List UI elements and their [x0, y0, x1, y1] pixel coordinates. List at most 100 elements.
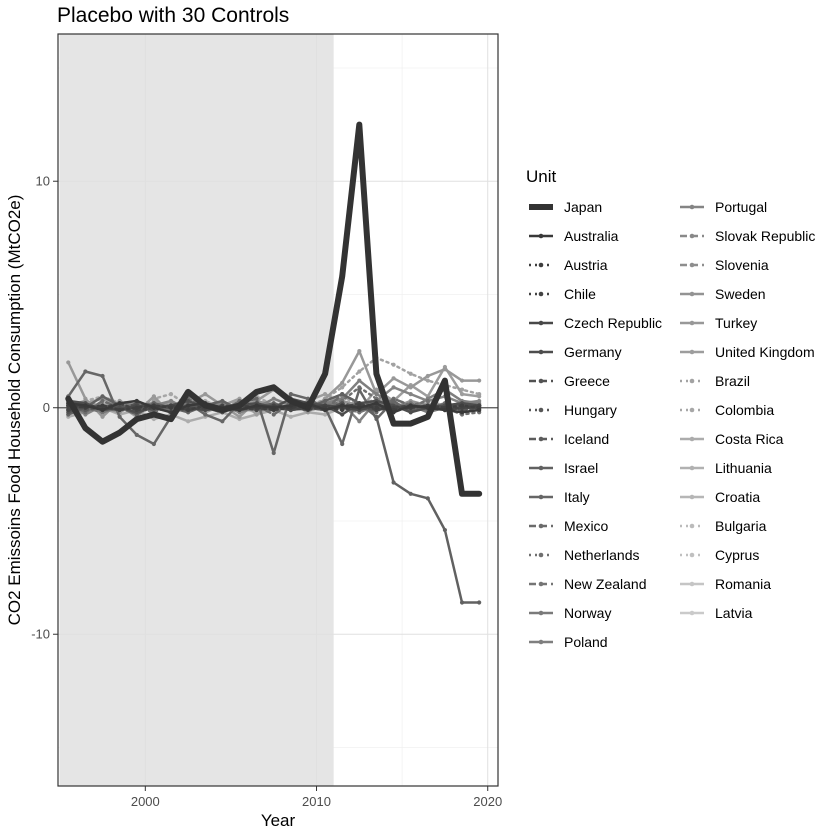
series-point-portugal	[391, 385, 396, 390]
legend-key-point	[538, 349, 544, 355]
legend-key-point	[538, 465, 544, 471]
legend-key-point	[689, 465, 695, 471]
legend-label: United Kingdom	[715, 344, 815, 360]
legend-item-greece: Greece	[529, 373, 610, 389]
legend-key-point	[689, 581, 695, 587]
legend-label: Greece	[564, 373, 610, 389]
legend-key-point	[538, 233, 544, 239]
legend-item-brazil: Brazil	[680, 373, 750, 389]
legend-label: Mexico	[564, 518, 609, 534]
legend-label: Japan	[564, 199, 602, 215]
legend-key-point	[689, 233, 695, 239]
legend-label: Bulgaria	[715, 518, 767, 534]
series-point-italy	[254, 396, 259, 401]
legend-key-point	[538, 407, 544, 413]
legend-label: Hungary	[564, 402, 617, 418]
series-point-italy	[340, 441, 345, 447]
legend-label: Austria	[564, 257, 608, 273]
x-tick-label: 2010	[302, 794, 331, 809]
series-point-costa-rica	[186, 419, 191, 424]
series-point-japan	[168, 416, 174, 422]
legend-label: Cyprus	[715, 547, 759, 563]
legend-key-point	[689, 494, 695, 500]
series-point-japan	[390, 420, 397, 427]
series-point-japan	[408, 420, 414, 427]
series-point-italy	[288, 392, 293, 397]
series-point-japan	[459, 491, 465, 497]
series-point-mexico	[271, 412, 276, 417]
series-point-brazil	[425, 378, 430, 383]
legend-item-iceland: Iceland	[529, 431, 609, 447]
series-point-japan	[117, 430, 123, 436]
series-point-italy	[134, 432, 139, 438]
series-point-japan	[253, 389, 260, 395]
series-point-austria	[134, 405, 139, 410]
y-tick-label: -10	[31, 627, 50, 642]
legend-label: Slovenia	[715, 257, 769, 273]
series-point-austria	[459, 403, 465, 408]
plot-border	[57, 33, 499, 787]
legend-item-costa-rica: Costa Rica	[680, 431, 784, 447]
series-point-brazil	[408, 371, 413, 376]
legend-label: Sweden	[715, 286, 766, 302]
x-axis-label: Year	[261, 811, 296, 830]
series-point-australia	[357, 405, 362, 410]
legend-key-point	[689, 204, 695, 210]
x-tick-label: 2000	[131, 794, 160, 809]
series-point-israel	[477, 600, 482, 605]
series-point-australia	[186, 403, 191, 408]
series-point-brazil	[340, 385, 345, 390]
series-point-australia	[322, 407, 328, 413]
legend-item-germany: Germany	[529, 344, 622, 360]
series-point-italy	[357, 387, 362, 392]
series-point-japan	[305, 405, 311, 411]
series-point-israel	[322, 398, 328, 404]
series-point-turkey	[203, 392, 208, 397]
series-point-italy	[203, 412, 208, 417]
x-tick-label: 2020	[473, 794, 502, 809]
series-point-austria	[117, 407, 122, 413]
legend-item-united-kingdom: United Kingdom	[680, 344, 815, 360]
series-point-united-kingdom	[254, 412, 259, 417]
series-point-japan	[185, 389, 191, 395]
legend-label: Latvia	[715, 605, 753, 621]
series-point-australia	[117, 401, 122, 406]
legend-item-italy: Italy	[529, 489, 590, 505]
series-point-australia	[340, 403, 345, 408]
series-point-japan	[339, 273, 345, 279]
series-point-austria	[168, 405, 174, 410]
x-axis: 2000 2010 2020	[131, 786, 502, 809]
series-point-austria	[374, 405, 379, 410]
legend-key-point	[689, 407, 695, 413]
legend-key-point	[538, 320, 544, 326]
series-point-israel	[442, 527, 448, 533]
legend-items: Japan Australia Austria Chile Czech Republic…	[529, 199, 815, 650]
series-point-japan	[288, 398, 294, 404]
series-point-australia	[442, 407, 448, 413]
series-point-poland	[271, 396, 276, 401]
series-point-turkey	[408, 385, 413, 390]
series-point-italy	[220, 419, 225, 424]
series-point-japan	[322, 371, 328, 377]
legend-item-austria: Austria	[529, 257, 608, 273]
legend-key-point	[689, 349, 695, 355]
legend-item-japan: Japan	[529, 199, 602, 215]
series-point-brazil	[391, 362, 396, 367]
legend-key-point	[538, 581, 544, 587]
series-point-israel	[408, 491, 413, 496]
series-point-australia	[477, 407, 482, 413]
series-point-australia	[408, 403, 413, 408]
legend-label: Turkey	[715, 315, 757, 331]
legend-item-poland: Poland	[529, 634, 608, 650]
series-point-japan	[99, 439, 106, 445]
legend-item-colombia: Colombia	[680, 402, 774, 418]
series-point-japan	[373, 371, 380, 377]
series-point-australia	[100, 407, 105, 413]
legend-key-point	[538, 204, 544, 210]
legend-item-cyprus: Cyprus	[680, 547, 759, 563]
series-point-costa-rica	[288, 414, 293, 419]
legend-label: Italy	[564, 489, 590, 505]
series-point-italy	[271, 450, 276, 456]
series-point-italy	[391, 398, 396, 404]
